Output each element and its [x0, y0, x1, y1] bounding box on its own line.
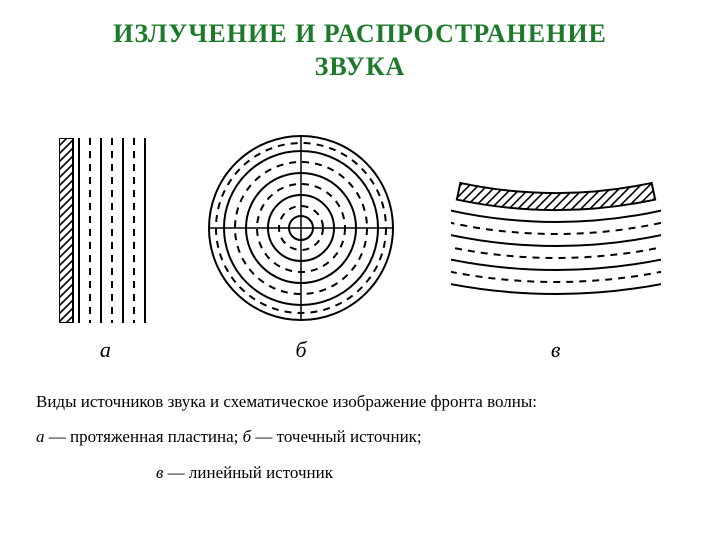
caption-l2-mid1: — протяженная пластина;: [45, 427, 243, 446]
caption-l2-b: б: [243, 427, 252, 446]
caption-line-3: в — линейный источник: [36, 462, 684, 483]
caption-l2-a: а: [36, 427, 45, 446]
panel-b-label: б: [295, 337, 306, 363]
panel-a: а: [59, 138, 151, 363]
caption-line-1: Виды источников звука и схематическое из…: [36, 391, 684, 412]
diagram-b: [206, 133, 396, 323]
diagram-row: а б в: [32, 113, 688, 363]
panel-c: в: [451, 153, 661, 363]
panel-a-label: а: [100, 337, 111, 363]
caption-l2-mid2: — точечный источник;: [251, 427, 422, 446]
caption-l3-rest: — линейный источник: [163, 463, 333, 482]
panel-b: б: [206, 133, 396, 363]
caption-line-2: а — протяженная пластина; б — точечный и…: [36, 426, 684, 447]
diagram-a: [59, 138, 151, 323]
page-title: ИЗЛУЧЕНИЕ И РАСПРОСТРАНЕНИЕ ЗВУКА: [32, 18, 688, 83]
panel-c-label: в: [551, 337, 561, 363]
caption: Виды источников звука и схематическое из…: [32, 391, 688, 483]
title-line-2: ЗВУКА: [315, 52, 406, 81]
title-line-1: ИЗЛУЧЕНИЕ И РАСПРОСТРАНЕНИЕ: [113, 19, 607, 48]
diagram-c: [451, 153, 661, 323]
